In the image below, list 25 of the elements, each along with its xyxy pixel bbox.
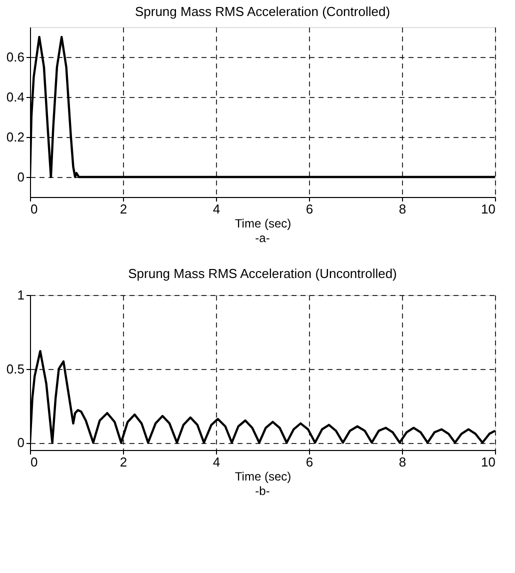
- x-tick-label: 0: [30, 202, 38, 216]
- x-tick-label: 8: [398, 202, 406, 216]
- text: -a-: [255, 231, 270, 245]
- x-tick-label: 2: [120, 454, 128, 470]
- x-axis-title: Time (sec): [234, 216, 292, 230]
- chart-title: Sprung Mass RMS Acceleration (Controlled): [134, 4, 390, 19]
- y-tick-label: 1: [17, 288, 24, 302]
- x-tick-label: 8: [398, 454, 406, 470]
- text: -b-: [255, 484, 270, 498]
- y-tick-label: 0.2: [6, 130, 24, 144]
- y-tick-label: 0.4: [6, 90, 24, 104]
- x-tick-label: 4: [212, 454, 220, 470]
- x-tick-label: 6: [306, 202, 314, 216]
- x-axis-title: Time (sec): [234, 470, 292, 484]
- x-tick-label: 2: [120, 202, 128, 216]
- x-tick-label: 0: [30, 454, 38, 470]
- x-tick-label: 6: [306, 454, 314, 470]
- y-tick-label: 0: [17, 170, 24, 184]
- x-tick-label: 10: [481, 202, 496, 216]
- x-tick-label: 10: [481, 454, 496, 470]
- x-tick-label: 4: [212, 202, 220, 216]
- y-tick-label: 0: [17, 435, 24, 450]
- chart-title: Sprung Mass RMS Acceleration (Uncontrolled): [128, 266, 397, 281]
- y-tick-label: 0.5: [6, 361, 24, 376]
- y-tick-label: 0.6: [6, 50, 24, 64]
